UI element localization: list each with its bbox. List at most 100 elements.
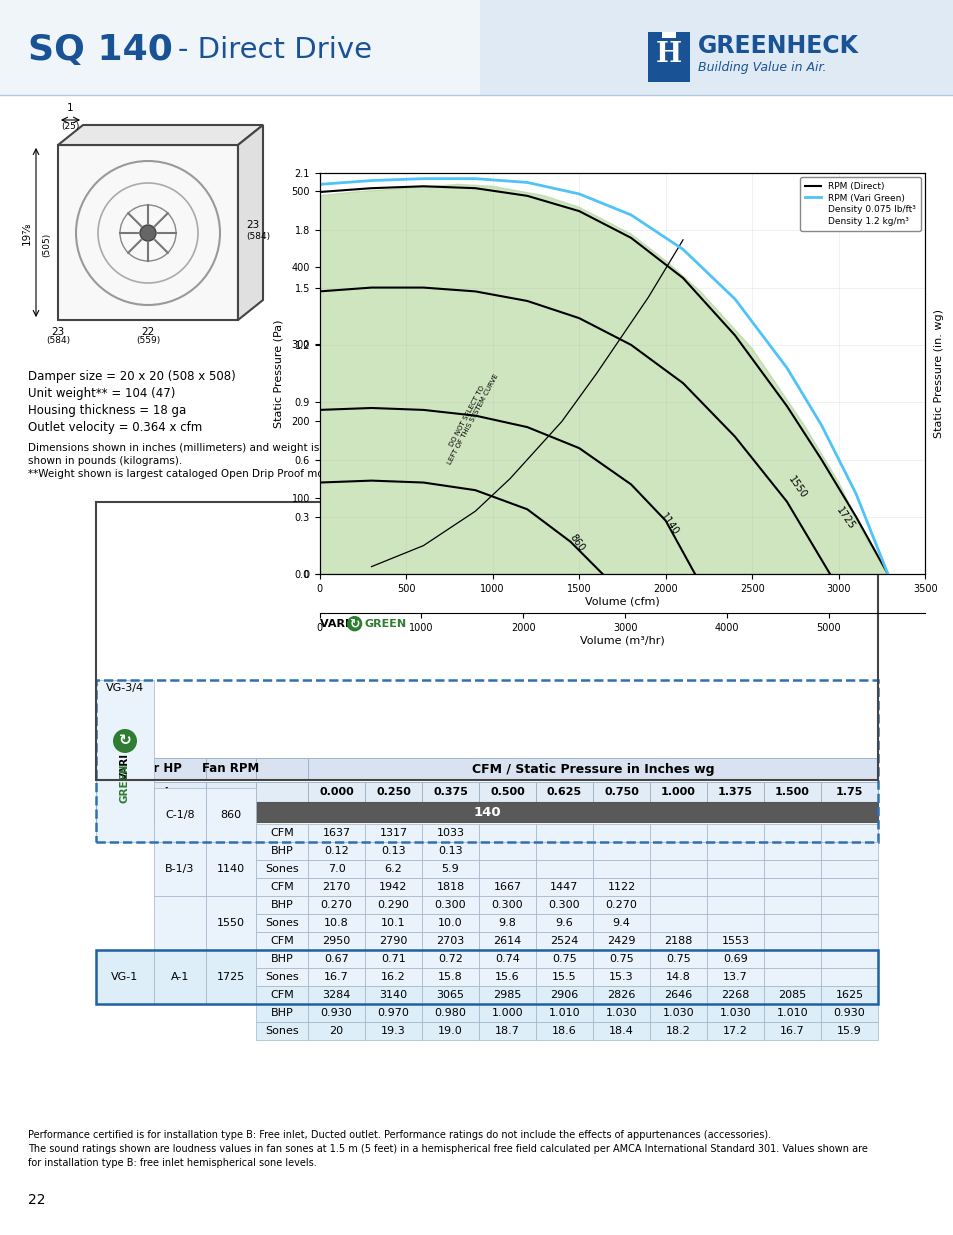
Bar: [308, 758, 877, 781]
Text: 1140: 1140: [658, 511, 679, 537]
Bar: [536, 1023, 593, 1040]
Text: Direct: Direct: [131, 785, 171, 799]
Bar: [206, 758, 255, 781]
Bar: [821, 932, 877, 950]
Text: 10.0: 10.0: [437, 918, 462, 927]
Text: BHP: BHP: [271, 953, 294, 965]
Bar: [763, 914, 821, 932]
Bar: [206, 950, 255, 1004]
Text: - Direct Drive: - Direct Drive: [178, 36, 372, 64]
Text: 0.970: 0.970: [377, 1008, 409, 1018]
Text: 23: 23: [246, 220, 259, 230]
Bar: [706, 878, 763, 897]
Bar: [706, 842, 763, 860]
Bar: [536, 897, 593, 914]
Text: 0.980: 0.980: [435, 1008, 466, 1018]
Bar: [255, 758, 308, 781]
Bar: [308, 914, 365, 932]
Bar: [421, 878, 478, 897]
Bar: [593, 986, 649, 1004]
Bar: [153, 950, 206, 1004]
Text: GREENHECK: GREENHECK: [698, 35, 858, 58]
Bar: [421, 968, 478, 986]
Bar: [308, 842, 365, 860]
Text: 17.2: 17.2: [722, 1026, 747, 1036]
Bar: [255, 824, 308, 842]
Bar: [255, 860, 308, 878]
Text: 1.000: 1.000: [491, 1008, 523, 1018]
Bar: [706, 1023, 763, 1040]
Bar: [478, 950, 536, 968]
Text: 0.300: 0.300: [548, 900, 579, 910]
Bar: [536, 1004, 593, 1023]
Bar: [821, 986, 877, 1004]
Bar: [649, 897, 706, 914]
Text: shown in pounds (kilograms).: shown in pounds (kilograms).: [28, 456, 182, 466]
Bar: [96, 680, 877, 842]
Text: 19.3: 19.3: [381, 1026, 405, 1036]
Bar: [308, 824, 365, 842]
Text: 2085: 2085: [778, 990, 806, 1000]
Bar: [478, 842, 536, 860]
Text: Sones: Sones: [265, 918, 298, 927]
Text: 0.375: 0.375: [433, 787, 468, 797]
Bar: [649, 860, 706, 878]
Text: 860: 860: [220, 810, 241, 820]
Bar: [763, 986, 821, 1004]
Bar: [763, 950, 821, 968]
Text: 16.7: 16.7: [780, 1026, 804, 1036]
Text: 1942: 1942: [379, 882, 407, 892]
Text: VG-3/4: VG-3/4: [106, 683, 144, 693]
Text: 1553: 1553: [720, 936, 749, 946]
Bar: [763, 1023, 821, 1040]
Text: CFM: CFM: [270, 827, 294, 839]
Bar: [706, 860, 763, 878]
Text: ↻: ↻: [349, 618, 359, 630]
Text: CFM: CFM: [270, 936, 294, 946]
Bar: [0, 0, 953, 95]
Text: Unit weight** = 104 (47): Unit weight** = 104 (47): [28, 387, 175, 400]
Text: 1317: 1317: [379, 827, 407, 839]
Bar: [421, 1004, 478, 1023]
Text: 0.300: 0.300: [435, 900, 466, 910]
Text: 1637: 1637: [322, 827, 350, 839]
Text: 1.000: 1.000: [660, 787, 695, 797]
Bar: [763, 824, 821, 842]
Text: 1.030: 1.030: [605, 1008, 637, 1018]
Bar: [821, 824, 877, 842]
Bar: [421, 824, 478, 842]
Text: VARI: VARI: [120, 752, 130, 779]
Text: 0.72: 0.72: [437, 953, 462, 965]
Bar: [421, 914, 478, 932]
Bar: [308, 860, 365, 878]
Text: B-1/3: B-1/3: [165, 864, 194, 874]
Bar: [478, 860, 536, 878]
Text: 1.375: 1.375: [718, 787, 752, 797]
Text: 1.500: 1.500: [774, 787, 809, 797]
Text: Performance certified is for installation type B: Free inlet, Ducted outlet. Per: Performance certified is for installatio…: [28, 1130, 770, 1140]
Bar: [308, 1004, 365, 1023]
Text: 10.1: 10.1: [381, 918, 405, 927]
Bar: [478, 782, 536, 802]
Text: 0.75: 0.75: [608, 953, 633, 965]
Bar: [706, 782, 763, 802]
Text: SQ 140: SQ 140: [28, 33, 172, 67]
Bar: [308, 932, 365, 950]
Bar: [421, 950, 478, 968]
Text: 0.750: 0.750: [603, 787, 639, 797]
Bar: [821, 950, 877, 968]
Text: 0.930: 0.930: [320, 1008, 352, 1018]
Text: 5.9: 5.9: [441, 864, 459, 874]
Text: 7.0: 7.0: [327, 864, 345, 874]
Text: A-1: A-1: [171, 972, 189, 982]
Text: 2703: 2703: [436, 936, 464, 946]
Bar: [255, 932, 308, 950]
Bar: [763, 782, 821, 802]
Text: 2646: 2646: [663, 990, 692, 1000]
Text: 0.500: 0.500: [490, 787, 524, 797]
Bar: [255, 782, 308, 802]
Text: 3140: 3140: [379, 990, 407, 1000]
Text: for installation type B: free inlet hemispherical sone levels.: for installation type B: free inlet hemi…: [28, 1158, 316, 1168]
Y-axis label: Static Pressure (Pa): Static Pressure (Pa): [273, 320, 283, 427]
Bar: [255, 897, 308, 914]
